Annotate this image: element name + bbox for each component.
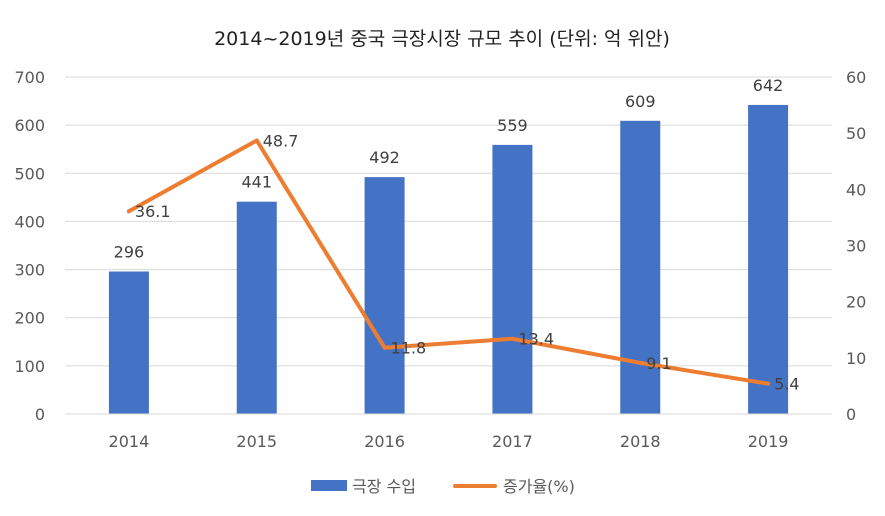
y-right-tick-label: 50 xyxy=(846,124,866,143)
x-tick-label: 2016 xyxy=(364,432,405,451)
y-left-tick-label: 600 xyxy=(14,116,45,135)
line-point xyxy=(126,209,131,214)
bar xyxy=(748,104,789,415)
bar xyxy=(492,144,533,415)
axes: 0 100 200 300 400 500 600 700 0 10 20 30 40 50 60 2014 2… xyxy=(14,68,866,451)
legend-label-bar: 극장 수입 xyxy=(352,477,416,496)
x-tick-label: 2017 xyxy=(492,432,533,451)
gridlines xyxy=(65,76,832,367)
line-path xyxy=(126,138,771,386)
y-left-tick-label: 200 xyxy=(14,309,45,328)
bar-value-label: 559 xyxy=(497,116,528,135)
y-left-tick-label: 0 xyxy=(35,405,45,424)
line-point xyxy=(382,345,387,350)
bar-series xyxy=(108,104,789,415)
x-tick-label: 2018 xyxy=(620,432,661,451)
bar xyxy=(364,177,405,414)
y-left-tick-label: 500 xyxy=(14,164,45,183)
y-left-tick-label: 400 xyxy=(14,212,45,231)
y-right-tick-label: 60 xyxy=(846,68,866,87)
line-value-label: 13.4 xyxy=(518,330,554,349)
line-point xyxy=(254,138,259,143)
chart-title: 2014~2019년 중국 극장시장 규모 추이 (단위: 억 위안) xyxy=(214,28,670,50)
legend-label-line: 증가율(%) xyxy=(503,477,575,496)
bar xyxy=(236,201,277,414)
y-right-tick-label: 30 xyxy=(846,237,866,256)
bar xyxy=(108,271,149,414)
y-right-tick-label: 10 xyxy=(846,349,866,368)
line-point xyxy=(638,360,643,365)
bar-value-label: 642 xyxy=(753,76,784,95)
bar-value-label: 492 xyxy=(369,148,400,167)
line-value-label: 5.4 xyxy=(774,375,799,394)
y-left-tick-label: 700 xyxy=(14,68,45,87)
line-value-label: 36.1 xyxy=(135,202,171,221)
y-left-tick-label: 300 xyxy=(14,261,45,280)
x-tick-label: 2019 xyxy=(748,432,789,451)
y-right-tick-label: 20 xyxy=(846,293,866,312)
bar-value-label: 296 xyxy=(114,242,145,261)
line-value-label: 48.7 xyxy=(263,131,299,150)
x-tick-label: 2015 xyxy=(236,432,277,451)
line-value-label: 11.8 xyxy=(391,339,427,358)
y-right-tick-label: 40 xyxy=(846,180,866,199)
x-tick-label: 2014 xyxy=(109,432,150,451)
line-point xyxy=(766,381,771,386)
y-left-tick-label: 100 xyxy=(14,357,45,376)
line-value-label: 9.1 xyxy=(646,354,671,373)
bar-value-label: 609 xyxy=(625,92,656,111)
line-series xyxy=(126,138,771,386)
legend: 극장 수입 증가율(%) xyxy=(311,477,575,496)
data-labels: 296 441 492 559 609 642 36.1 48.7 11.8 13.4 9.1 5.4 xyxy=(114,76,800,394)
bar-value-label: 441 xyxy=(241,173,272,192)
legend-swatch-bar xyxy=(311,480,347,491)
y-right-tick-label: 0 xyxy=(846,405,856,424)
line-point xyxy=(510,336,515,341)
